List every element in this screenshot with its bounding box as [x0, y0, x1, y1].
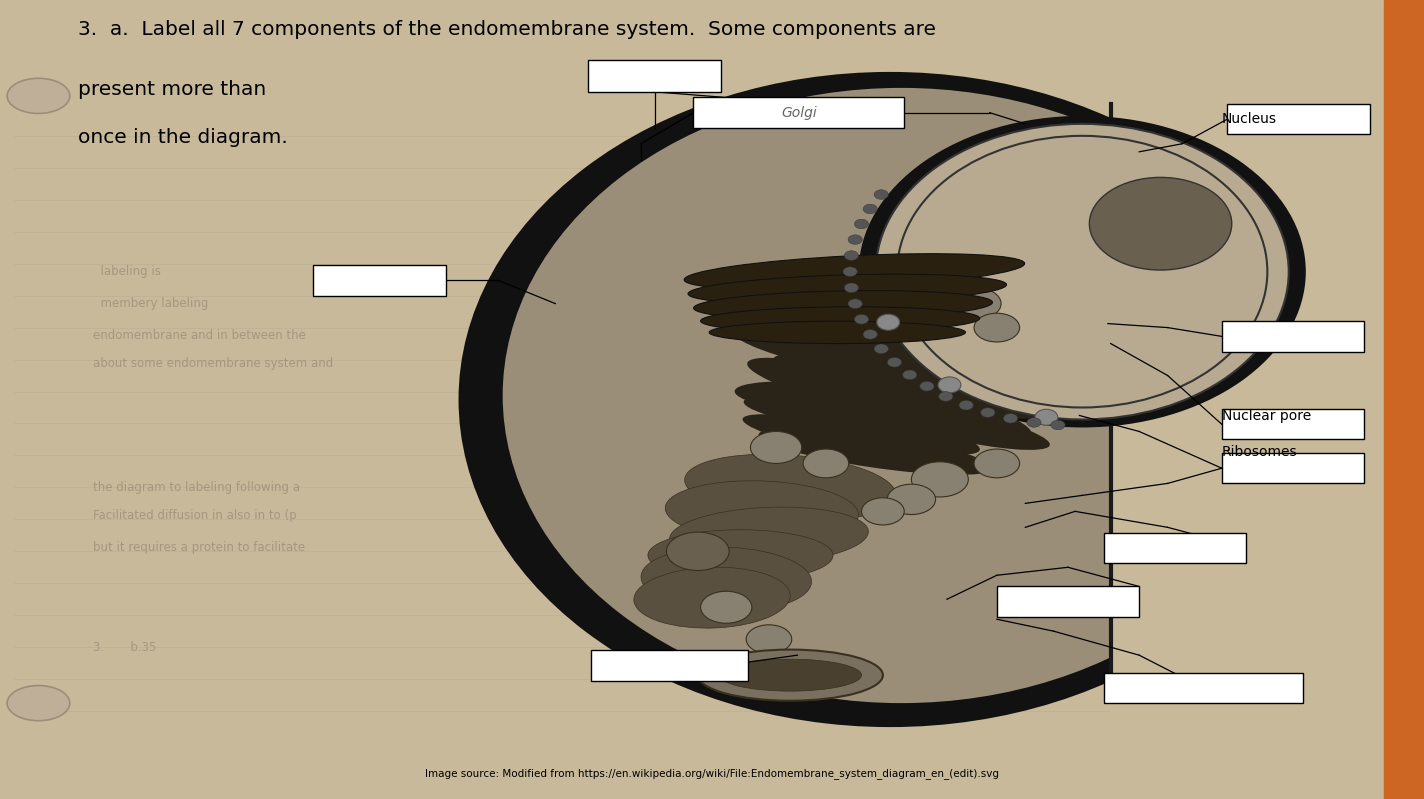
Ellipse shape [748, 358, 975, 425]
Text: once in the diagram.: once in the diagram. [78, 128, 288, 147]
Bar [1104, 533, 1246, 563]
Ellipse shape [981, 407, 995, 417]
Text: about some endomembrane system and: about some endomembrane system and [93, 357, 333, 370]
Ellipse shape [866, 364, 1042, 419]
Bar [313, 265, 446, 296]
Ellipse shape [648, 530, 833, 581]
Ellipse shape [849, 299, 863, 308]
Ellipse shape [877, 314, 900, 330]
Ellipse shape [719, 659, 862, 691]
Text: membery labeling: membery labeling [93, 297, 208, 310]
Text: labeling is: labeling is [93, 265, 161, 278]
Ellipse shape [1027, 418, 1041, 427]
Ellipse shape [876, 124, 1289, 419]
Bar [1222, 321, 1364, 352]
Text: endomembrane and in between the: endomembrane and in between the [93, 329, 305, 342]
Ellipse shape [1004, 414, 1018, 423]
Text: 3.  a.  Label all 7 components of the endomembrane system.  Some components are: 3. a. Label all 7 components of the endo… [78, 20, 937, 39]
Ellipse shape [974, 449, 1020, 478]
Text: present more than: present more than [78, 80, 266, 99]
Ellipse shape [797, 297, 1011, 374]
Ellipse shape [669, 507, 869, 563]
Ellipse shape [844, 283, 859, 292]
Ellipse shape [779, 384, 1001, 435]
Ellipse shape [911, 462, 968, 497]
Ellipse shape [701, 591, 752, 623]
Text: Golgi: Golgi [780, 105, 817, 120]
Bar [591, 650, 748, 681]
Ellipse shape [750, 431, 802, 463]
Ellipse shape [842, 316, 1010, 387]
Ellipse shape [641, 547, 812, 611]
Ellipse shape [854, 315, 869, 324]
Ellipse shape [743, 396, 937, 435]
Text: Nucleus: Nucleus [1222, 112, 1277, 126]
Ellipse shape [1051, 420, 1065, 430]
Ellipse shape [843, 267, 857, 276]
Bar [1227, 104, 1370, 134]
Ellipse shape [903, 370, 917, 380]
Text: Facilitated diffusion in also in to (p: Facilitated diffusion in also in to (p [93, 509, 296, 522]
Ellipse shape [859, 116, 1306, 427]
Ellipse shape [459, 72, 1321, 727]
Text: but it requires a protein to facilitate: but it requires a protein to facilitate [93, 541, 305, 554]
Ellipse shape [938, 392, 953, 401]
Ellipse shape [742, 414, 953, 465]
Bar [1222, 453, 1364, 483]
Ellipse shape [920, 381, 934, 391]
Ellipse shape [773, 352, 993, 400]
Ellipse shape [862, 498, 904, 525]
Ellipse shape [974, 313, 1020, 342]
Ellipse shape [849, 235, 863, 244]
Text: Ribosomes: Ribosomes [1222, 445, 1297, 459]
Bar [1104, 673, 1303, 703]
Ellipse shape [863, 330, 877, 340]
Ellipse shape [709, 321, 965, 344]
Text: Nuclear pore: Nuclear pore [1222, 409, 1312, 423]
Ellipse shape [1089, 177, 1232, 270]
Ellipse shape [698, 650, 883, 701]
Ellipse shape [1035, 409, 1058, 425]
Ellipse shape [746, 625, 792, 654]
Bar [588, 60, 721, 92]
Ellipse shape [854, 219, 869, 229]
Ellipse shape [960, 400, 974, 410]
Ellipse shape [685, 455, 896, 520]
Ellipse shape [887, 484, 936, 515]
Ellipse shape [688, 274, 1007, 304]
Ellipse shape [503, 88, 1300, 703]
Ellipse shape [735, 381, 917, 418]
Ellipse shape [803, 449, 849, 478]
Polygon shape [1111, 0, 1424, 799]
Ellipse shape [853, 339, 1041, 404]
Ellipse shape [844, 251, 859, 260]
Ellipse shape [665, 481, 859, 542]
Bar [693, 97, 904, 128]
Ellipse shape [701, 307, 980, 332]
Ellipse shape [874, 189, 889, 199]
Bar [1384, 0, 1424, 799]
Text: 3.       b.35: 3. b.35 [93, 641, 157, 654]
Ellipse shape [863, 204, 877, 213]
Ellipse shape [634, 567, 790, 628]
Ellipse shape [693, 291, 993, 320]
Ellipse shape [849, 378, 1031, 437]
Ellipse shape [938, 377, 961, 393]
Circle shape [7, 78, 70, 113]
Circle shape [7, 686, 70, 721]
Ellipse shape [759, 428, 993, 475]
Bar [1222, 409, 1364, 439]
Ellipse shape [666, 532, 729, 570]
Text: Image source: Modified from https://en.wikipedia.org/wiki/File:Endomembrane_syst: Image source: Modified from https://en.w… [424, 768, 1000, 779]
Ellipse shape [752, 396, 980, 455]
Ellipse shape [684, 253, 1025, 290]
Text: the diagram to labeling following a: the diagram to labeling following a [93, 481, 299, 494]
Ellipse shape [864, 400, 1049, 450]
Ellipse shape [874, 344, 889, 353]
Ellipse shape [887, 357, 901, 367]
Ellipse shape [950, 288, 1001, 320]
Ellipse shape [733, 326, 975, 385]
Bar [997, 586, 1139, 617]
